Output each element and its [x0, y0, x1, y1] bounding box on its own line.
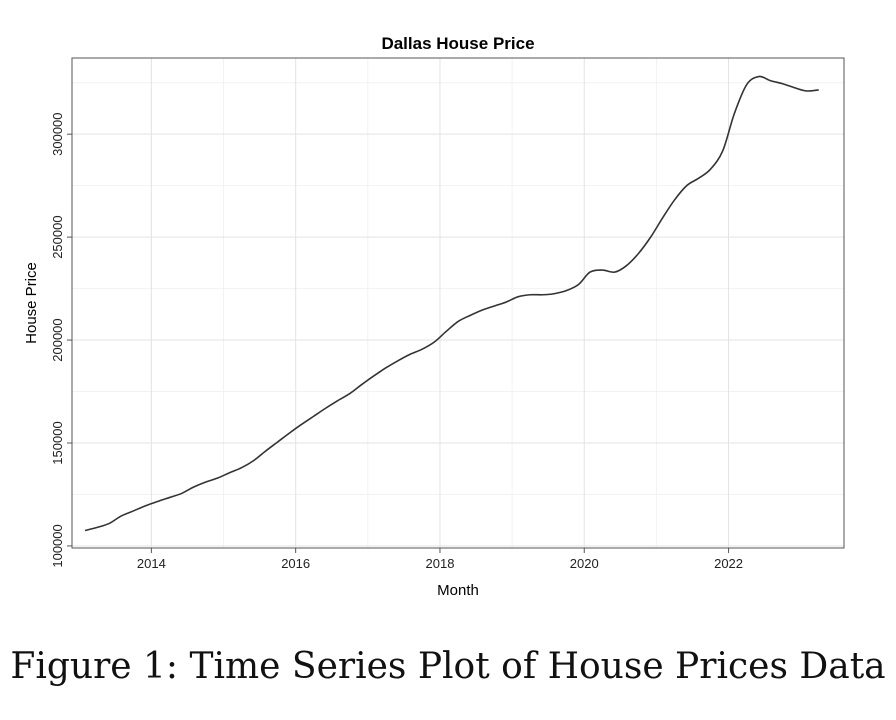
x-tick-label: 2022 — [714, 556, 743, 571]
x-tick-label: 2018 — [426, 556, 455, 571]
y-tick-label: 300000 — [50, 112, 65, 155]
line-chart: 2014 2016 2018 2020 2022 100000 150000 200000 2… — [0, 0, 896, 620]
x-axis-label: Month — [437, 582, 479, 599]
figure-caption: Figure 1: Time Series Plot of House Pric… — [0, 646, 896, 687]
chart-title: Dallas House Price — [381, 34, 534, 53]
y-tick-label: 150000 — [50, 421, 65, 464]
y-tick-label: 100000 — [50, 524, 65, 567]
y-axis-ticks: 100000 150000 200000 250000 300000 — [50, 112, 72, 567]
y-tick-label: 250000 — [50, 215, 65, 258]
y-axis-label: House Price — [23, 262, 40, 344]
x-tick-label: 2016 — [281, 556, 310, 571]
x-axis-ticks: 2014 2016 2018 2020 2022 — [137, 548, 743, 571]
x-tick-label: 2014 — [137, 556, 166, 571]
y-tick-label: 200000 — [50, 318, 65, 361]
x-tick-label: 2020 — [570, 556, 599, 571]
